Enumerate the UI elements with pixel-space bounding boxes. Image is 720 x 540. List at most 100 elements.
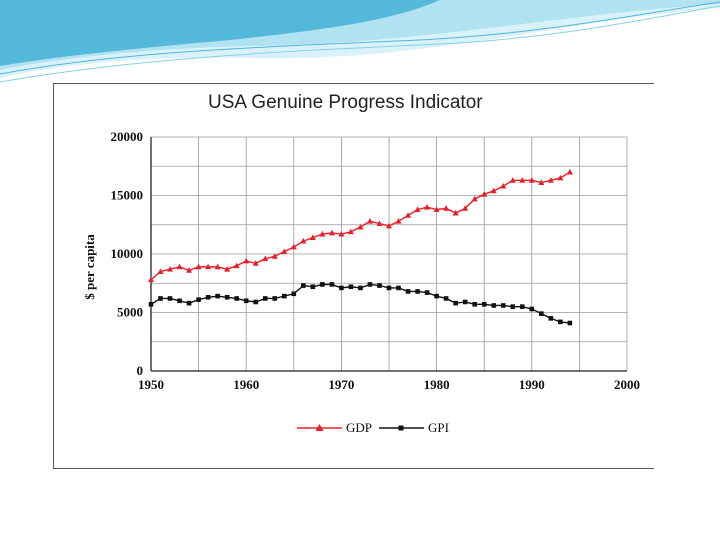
data-point-gpi <box>377 283 382 288</box>
data-point-gdp <box>566 168 573 175</box>
data-point-gdp <box>186 267 193 273</box>
data-point-gpi <box>158 296 163 301</box>
swoosh-line-1 <box>0 1 720 75</box>
data-point-gpi <box>329 282 335 287</box>
chart-series <box>148 168 573 326</box>
data-point-gdp <box>167 266 174 272</box>
data-point-gpi <box>443 296 449 301</box>
data-point-gpi <box>320 282 325 287</box>
data-point-gdp <box>471 195 478 202</box>
legend-gdp-marker <box>315 424 324 431</box>
data-point-gdp <box>547 177 554 183</box>
data-point-gdp <box>424 204 431 210</box>
data-point-gdp <box>262 255 269 262</box>
chart-axes <box>150 137 627 372</box>
data-point-gpi <box>348 284 354 290</box>
data-point-gdp <box>433 206 440 212</box>
data-point-gdp <box>557 174 564 181</box>
data-point-gpi <box>519 304 525 309</box>
data-point-gpi <box>196 297 201 302</box>
data-point-gpi <box>358 285 363 291</box>
y-tick-label: 20000 <box>111 129 144 144</box>
data-point-gdp <box>376 220 383 226</box>
data-point-gdp <box>405 212 412 218</box>
x-tick-label: 1980 <box>424 377 450 392</box>
data-point-gpi <box>481 302 487 307</box>
x-tick-labels: 1950 1960 1970 1980 1990 2000 <box>138 377 640 392</box>
data-point-gdp <box>366 218 373 224</box>
chart-frame: USA Genuine Progress Indicator 1950 1960 1… <box>53 83 654 469</box>
data-point-gdp <box>481 191 488 197</box>
data-point-gdp <box>395 218 402 224</box>
legend-gpi-marker <box>398 425 404 431</box>
x-tick-label: 2000 <box>614 377 640 392</box>
y-tick-labels: 0 5000 10000 15000 20000 <box>111 129 144 378</box>
x-tick-label: 1950 <box>138 377 164 392</box>
data-point-gdp <box>414 206 421 212</box>
data-point-gpi <box>205 294 211 300</box>
data-point-gpi <box>434 293 439 299</box>
y-tick-label: 5000 <box>117 305 143 320</box>
y-tick-label: 0 <box>137 363 144 378</box>
data-point-gdp <box>452 209 459 216</box>
data-point-gpi <box>462 299 468 305</box>
data-point-gdp <box>328 229 335 236</box>
data-point-gpi <box>386 285 392 291</box>
legend: GDP GPI <box>297 420 449 435</box>
chart-grid <box>150 136 628 372</box>
legend-gdp-label: GDP <box>346 420 372 435</box>
data-point-gpi <box>424 290 430 295</box>
data-point-gdp <box>176 263 183 270</box>
data-point-gpi <box>215 293 220 299</box>
data-point-gpi <box>367 282 373 287</box>
data-point-gdp <box>538 179 545 186</box>
data-point-gpi <box>310 284 316 290</box>
data-point-gpi <box>453 300 458 306</box>
data-point-gdp <box>386 222 392 229</box>
data-point-gdp <box>290 243 297 250</box>
data-point-gdp <box>281 248 288 255</box>
data-point-gdp <box>319 230 326 237</box>
swoosh-line-2 <box>0 5 720 83</box>
data-point-gdp <box>490 187 497 194</box>
data-point-gpi <box>224 294 230 300</box>
data-point-gpi <box>262 296 268 301</box>
data-point-gpi <box>234 296 239 301</box>
data-point-gpi <box>272 296 278 301</box>
data-point-gdp <box>347 228 354 235</box>
y-axis-label: $ per capita <box>82 234 97 300</box>
data-point-gdp <box>443 205 450 211</box>
data-point-gdp <box>252 260 259 266</box>
data-point-gdp <box>500 182 507 189</box>
chart: USA Genuine Progress Indicator 1950 1960 1… <box>82 92 640 435</box>
data-point-gdp <box>148 276 154 283</box>
data-point-gdp <box>233 262 240 269</box>
legend-gpi-label: GPI <box>428 420 449 435</box>
data-point-gpi <box>396 285 401 291</box>
data-point-gpi <box>500 303 506 308</box>
data-point-gpi <box>558 319 563 325</box>
data-point-gpi <box>253 299 259 305</box>
data-point-gpi <box>510 304 516 309</box>
data-point-gdp <box>509 177 516 183</box>
x-tick-label: 1970 <box>328 377 354 392</box>
data-point-gdp <box>224 266 231 272</box>
data-point-gdp <box>462 205 469 211</box>
data-point-gpi <box>339 285 344 291</box>
data-point-gdp <box>243 257 250 264</box>
data-point-gpi <box>567 320 573 326</box>
y-tick-label: 10000 <box>111 246 144 261</box>
data-point-gpi <box>548 316 554 321</box>
data-point-gpi <box>472 302 477 307</box>
data-point-gdp <box>519 177 526 183</box>
data-point-gdp <box>528 177 535 183</box>
y-tick-label: 15000 <box>111 188 144 203</box>
data-point-gdp <box>214 263 221 270</box>
data-point-gpi <box>177 298 182 304</box>
swoosh-dark-band <box>0 0 440 66</box>
data-point-gpi <box>148 302 154 307</box>
chart-title: USA Genuine Progress Indicator <box>208 92 483 113</box>
data-point-gdp <box>271 253 278 259</box>
data-point-gpi <box>281 293 287 299</box>
data-point-gdp <box>205 263 212 270</box>
